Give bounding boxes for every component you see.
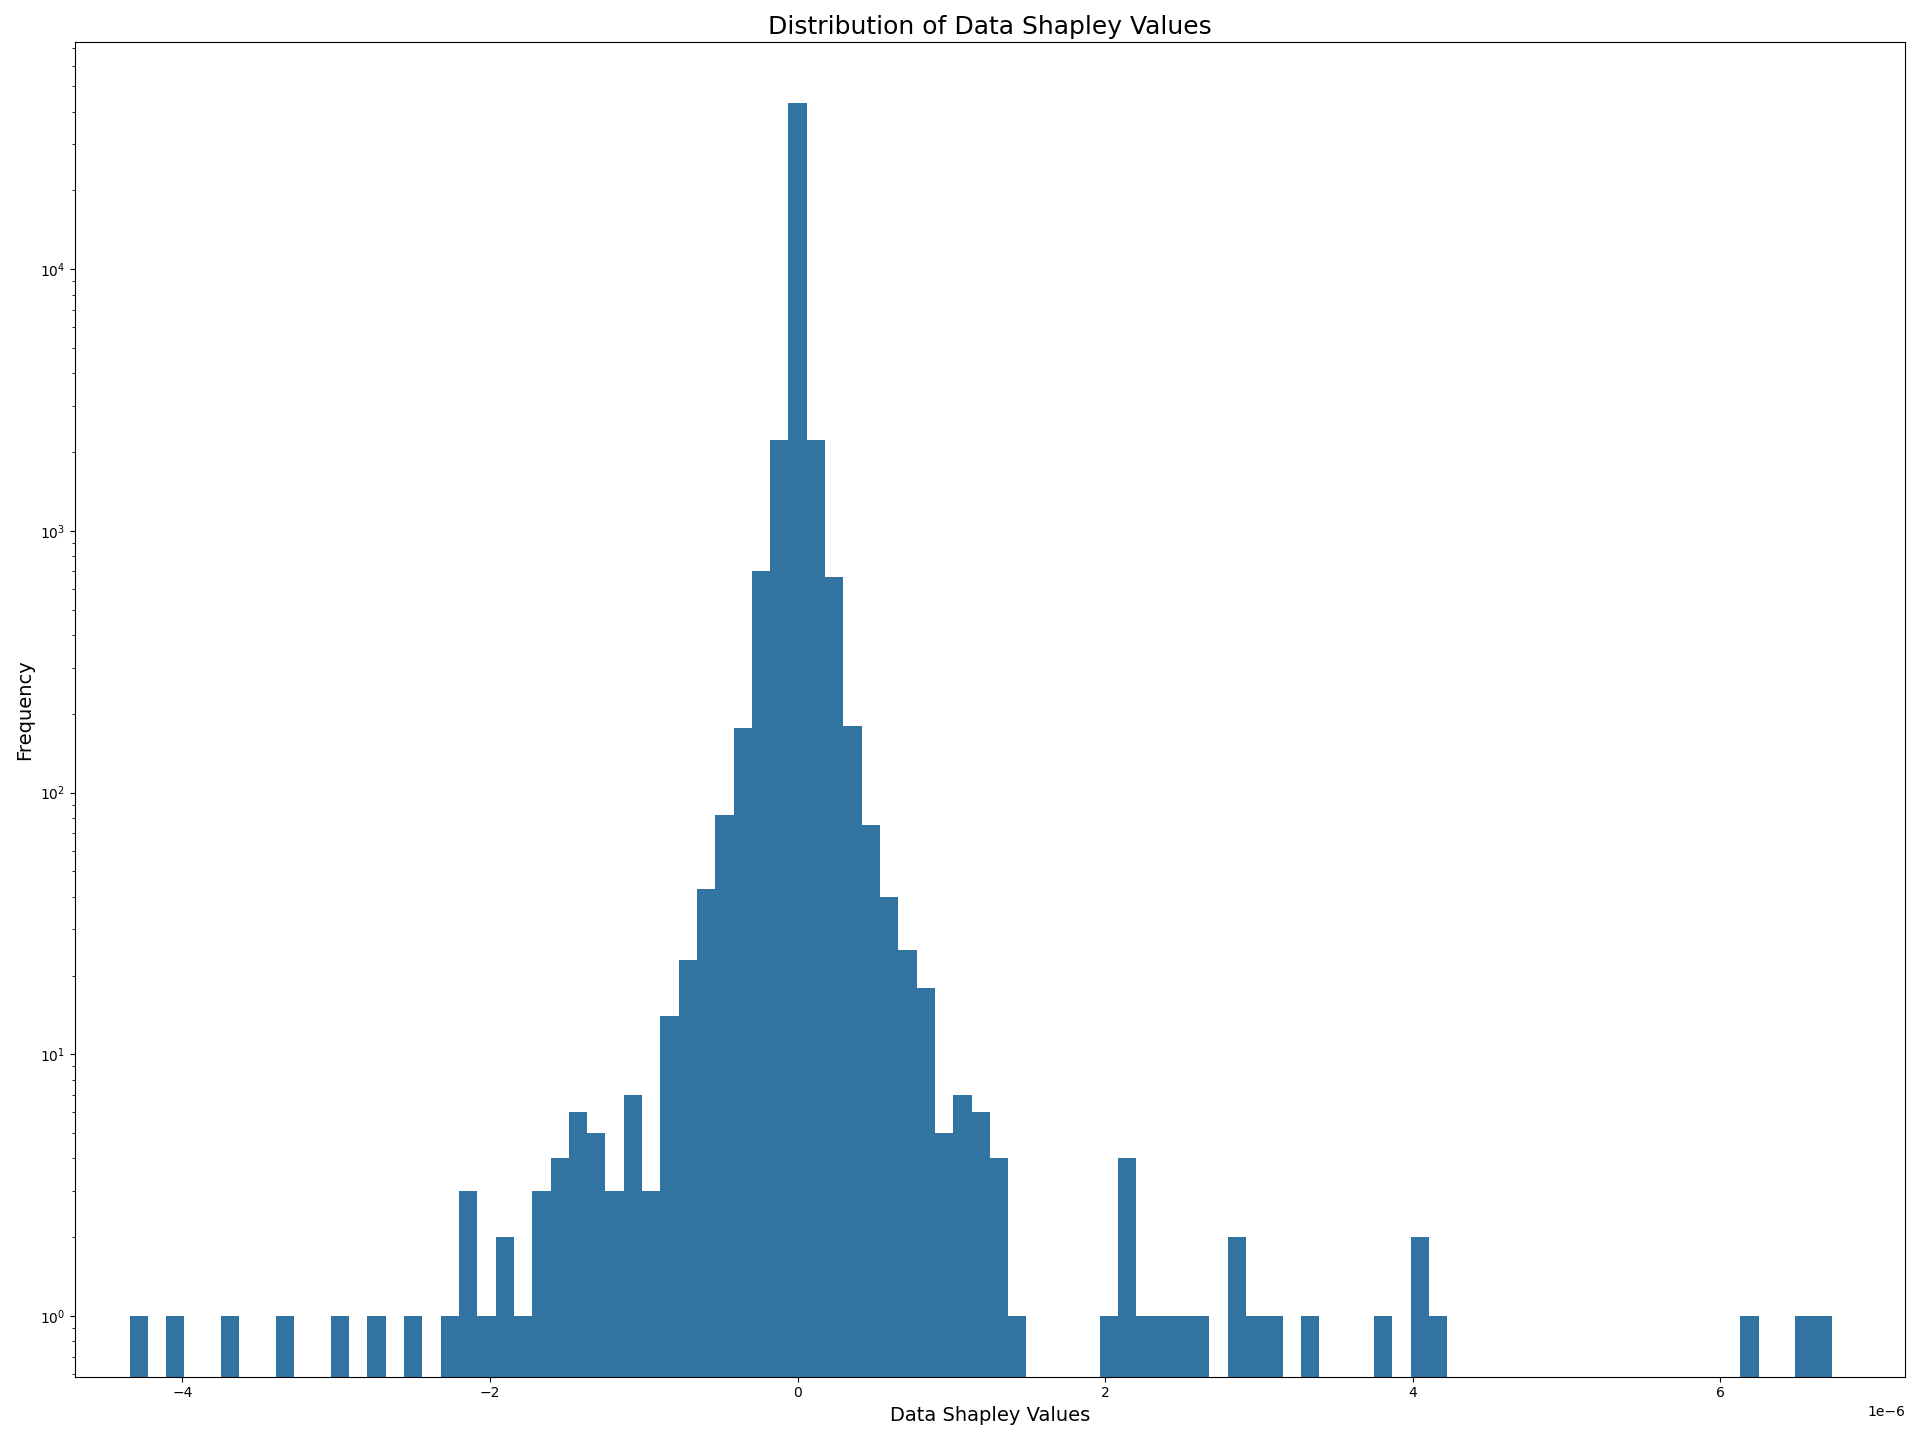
Bar <box>935 1133 952 1440</box>
Bar <box>568 1113 588 1440</box>
Bar <box>129 1316 148 1440</box>
Bar <box>167 1316 184 1440</box>
Bar <box>442 1316 459 1440</box>
Bar <box>952 1094 972 1440</box>
Bar <box>697 888 716 1440</box>
Bar <box>330 1316 349 1440</box>
Bar <box>276 1316 294 1440</box>
Bar <box>789 104 806 1440</box>
Bar <box>1100 1316 1117 1440</box>
Y-axis label: Frequency: Frequency <box>15 660 35 760</box>
Bar <box>826 577 843 1440</box>
Bar <box>916 988 935 1440</box>
Bar <box>1117 1159 1137 1440</box>
Bar <box>1173 1316 1190 1440</box>
Bar <box>605 1191 624 1440</box>
Bar <box>641 1191 660 1440</box>
Bar <box>1814 1316 1832 1440</box>
Bar <box>588 1133 605 1440</box>
Bar <box>660 1017 678 1440</box>
Bar <box>1227 1237 1246 1440</box>
Title: Distribution of Data Shapley Values: Distribution of Data Shapley Values <box>768 14 1212 39</box>
Bar <box>1375 1316 1392 1440</box>
Bar <box>972 1113 991 1440</box>
Bar <box>862 825 879 1440</box>
Bar <box>1154 1316 1173 1440</box>
Bar <box>678 959 697 1440</box>
Bar <box>495 1237 515 1440</box>
Bar <box>1008 1316 1027 1440</box>
Bar <box>733 727 753 1440</box>
Bar <box>1302 1316 1319 1440</box>
Bar <box>1137 1316 1154 1440</box>
Bar <box>1246 1316 1265 1440</box>
Bar <box>551 1159 568 1440</box>
Bar <box>753 572 770 1440</box>
Bar <box>879 897 899 1440</box>
X-axis label: Data Shapley Values: Data Shapley Values <box>889 1405 1091 1426</box>
Bar <box>1795 1316 1814 1440</box>
Bar <box>770 441 789 1440</box>
Bar <box>991 1159 1008 1440</box>
Bar <box>716 815 733 1440</box>
Bar <box>478 1316 495 1440</box>
Bar <box>367 1316 386 1440</box>
Bar <box>1265 1316 1283 1440</box>
Bar <box>515 1316 532 1440</box>
Bar <box>899 950 916 1440</box>
Bar <box>1411 1237 1428 1440</box>
Bar <box>532 1191 551 1440</box>
Bar <box>843 726 862 1440</box>
Bar <box>806 439 826 1440</box>
Bar <box>1428 1316 1448 1440</box>
Bar <box>1740 1316 1759 1440</box>
Bar <box>221 1316 240 1440</box>
Bar <box>1190 1316 1210 1440</box>
Bar <box>459 1191 478 1440</box>
Bar <box>624 1094 641 1440</box>
Bar <box>403 1316 422 1440</box>
